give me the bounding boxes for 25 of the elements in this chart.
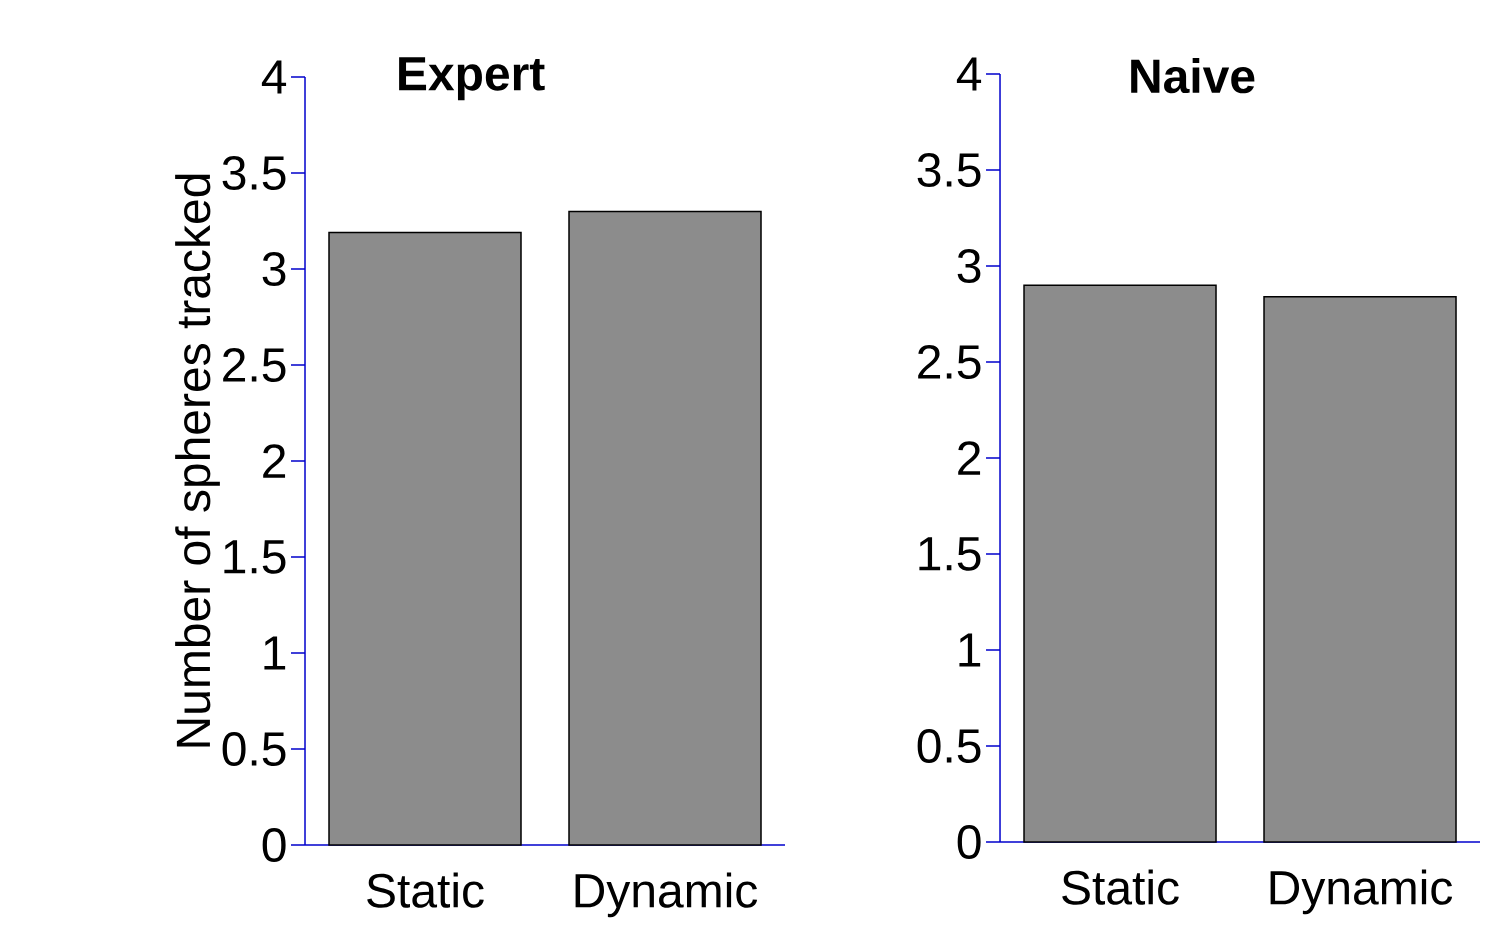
- x-tick-label: Dynamic: [575, 872, 758, 918]
- y-axis-title: Number of spheres tracked: [175, 174, 220, 747]
- y-tick-label: 0: [957, 825, 981, 859]
- y-tick-label: 4: [956, 57, 982, 91]
- y-tick-label: 3: [957, 249, 981, 283]
- y-tick-label: 3: [262, 252, 286, 286]
- y-tick-label: 2: [263, 444, 286, 478]
- y-tick-label: 4: [261, 60, 287, 94]
- x-tick-label: Static: [367, 872, 484, 908]
- x-tick-label: Dynamic: [1270, 869, 1453, 915]
- y-tick-label: 2.5: [223, 348, 286, 382]
- y-tick-label: 3.5: [917, 153, 981, 187]
- y-tick-label: 0: [262, 828, 286, 862]
- chart-title: Expert: [399, 57, 545, 101]
- x-tick-label: Static: [1062, 869, 1179, 905]
- y-tick-label: 1.5: [919, 537, 981, 571]
- y-tick-label: 2: [958, 441, 981, 475]
- y-tick-label: 2.5: [918, 345, 981, 379]
- y-tick-label: 1: [959, 633, 981, 667]
- chart-title: Naive: [1131, 58, 1255, 94]
- y-tick-label: 1: [264, 636, 286, 670]
- y-tick-label: 0.5: [222, 732, 286, 766]
- y-tick-label: 3.5: [222, 156, 286, 190]
- y-tick-label: 1.5: [224, 540, 286, 574]
- y-tick-label: 0.5: [917, 729, 981, 763]
